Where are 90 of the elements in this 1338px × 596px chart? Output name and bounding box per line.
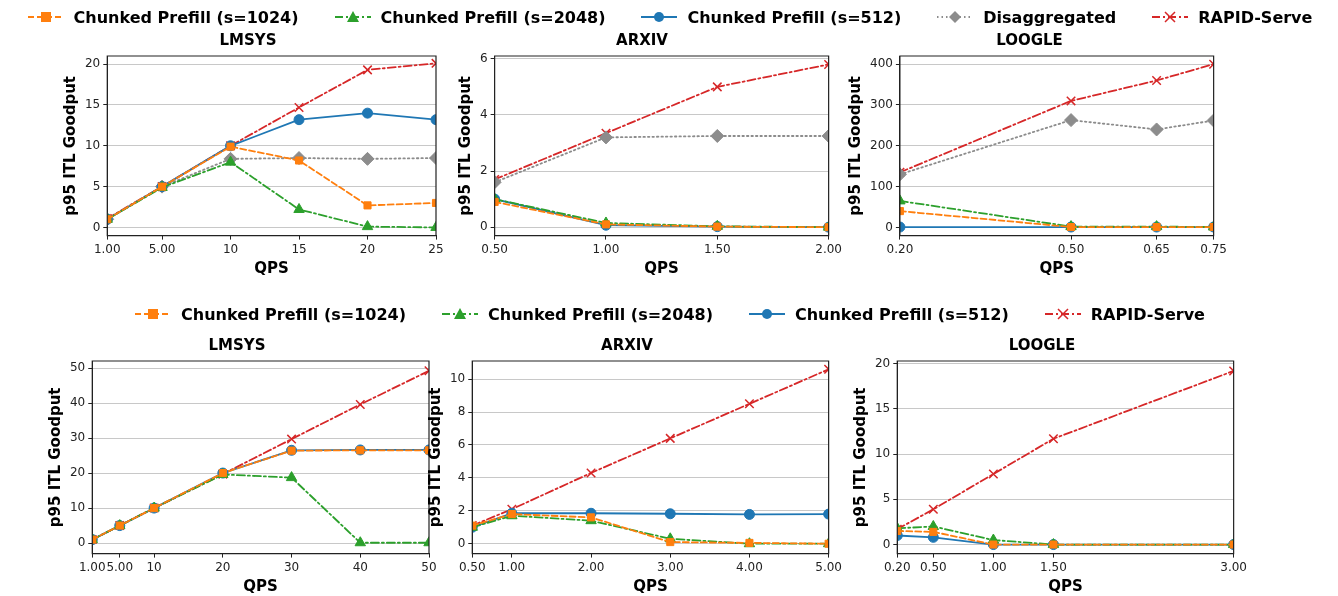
y-axis-title: p95 ITL Goodput <box>845 75 864 216</box>
y-tick-label: 30 <box>69 430 86 445</box>
x-tick-label: 1.00 <box>93 241 121 256</box>
x-tick-label: 0.50 <box>919 559 947 574</box>
y-tick-label: 10 <box>874 446 891 461</box>
y-tick-label: 0 <box>479 219 488 234</box>
y-tick-label: 20 <box>84 56 101 71</box>
x-tick-label: 15 <box>291 241 307 256</box>
x-tick-label: 25 <box>428 241 444 256</box>
legend-label: Chunked Prefill (s=1024) <box>73 7 299 27</box>
legend-label: RAPID-Serve <box>1090 304 1205 324</box>
x-tick-label: 1.50 <box>703 241 731 256</box>
x-axis-title: QPS <box>254 258 289 277</box>
y-axis-title: p95 ITL Goodput <box>60 75 79 216</box>
y-tick-label: 400 <box>870 56 893 71</box>
x-tick-label: 1.00 <box>498 559 526 574</box>
legend-label: Disaggregated <box>983 7 1117 27</box>
y-tick-label: 2 <box>479 163 488 178</box>
y-tick-label: 10 <box>449 371 466 386</box>
x-tick-label: 20 <box>359 241 376 256</box>
x-tick-label: 3.00 <box>1220 559 1247 574</box>
x-tick-label: 5.00 <box>815 559 842 574</box>
x-axis-title: QPS <box>644 258 679 277</box>
x-tick-label: 1.00 <box>592 241 620 256</box>
y-tick-label: 0 <box>77 535 86 550</box>
chart-title: ARXIV <box>601 335 654 354</box>
y-tick-label: 10 <box>84 137 101 152</box>
y-tick-label: 4 <box>479 107 488 122</box>
y-tick-label: 10 <box>69 500 86 515</box>
legend-label: Chunked Prefill (s=512) <box>794 304 1009 324</box>
x-tick-label: 1.50 <box>1040 559 1067 574</box>
y-tick-label: 0 <box>885 219 893 234</box>
y-tick-label: 2 <box>457 502 466 517</box>
y-tick-label: 200 <box>870 137 893 152</box>
chart-title: LOOGLE <box>1008 335 1076 354</box>
x-tick-label: 1.00 <box>980 559 1007 574</box>
x-tick-label: 10 <box>146 559 162 574</box>
y-axis-title: p95 ITL Goodput <box>455 75 474 216</box>
y-tick-label: 100 <box>870 178 893 193</box>
x-tick-label: 3.00 <box>656 559 684 574</box>
legend-label: Chunked Prefill (s=1024) <box>181 304 406 324</box>
x-tick-label: 0.20 <box>883 559 911 574</box>
y-tick-label: 4 <box>457 470 466 484</box>
legend-label: RAPID-Serve <box>1198 7 1313 27</box>
y-tick-label: 6 <box>457 437 466 452</box>
x-axis-title: QPS <box>1048 576 1083 595</box>
chart-title: LMSYS <box>208 335 266 354</box>
y-tick-label: 20 <box>874 355 891 370</box>
legend-label: Chunked Prefill (s=512) <box>687 7 902 27</box>
y-tick-label: 0 <box>457 535 466 550</box>
x-tick-label: 0.50 <box>1057 241 1085 256</box>
x-tick-label: 4.00 <box>736 559 763 574</box>
x-axis-title: QPS <box>1039 258 1075 277</box>
chart-title: LOOGLE <box>996 30 1063 49</box>
x-tick-label: 40 <box>352 559 368 574</box>
x-tick-label: 5.00 <box>106 559 134 574</box>
y-tick-label: 6 <box>479 50 488 65</box>
y-tick-label: 8 <box>457 404 466 419</box>
chart-title: ARXIV <box>616 30 669 49</box>
y-axis-title: p95 ITL Goodput <box>850 387 869 528</box>
y-tick-label: 50 <box>69 360 86 375</box>
y-tick-label: 5 <box>92 178 101 193</box>
x-tick-label: 20 <box>215 559 231 574</box>
y-tick-label: 5 <box>882 491 891 506</box>
x-tick-label: 0.65 <box>1143 241 1170 256</box>
y-tick-label: 20 <box>69 465 86 480</box>
x-axis-title: QPS <box>243 576 278 595</box>
chart-title: LMSYS <box>219 30 277 49</box>
y-axis-title: p95 ITL Goodput <box>425 387 444 528</box>
x-tick-label: 0.20 <box>886 241 914 256</box>
legend-label: Chunked Prefill (s=2048) <box>380 7 606 27</box>
x-tick-label: 0.50 <box>458 559 486 574</box>
x-tick-label: 2.00 <box>815 241 842 256</box>
x-axis-title: QPS <box>633 576 668 595</box>
legend-label: Chunked Prefill (s=2048) <box>488 304 713 324</box>
x-tick-label: 5.00 <box>148 241 176 256</box>
y-tick-label: 300 <box>870 97 893 112</box>
x-tick-label: 0.75 <box>1200 241 1227 256</box>
x-tick-label: 2.00 <box>577 559 605 574</box>
y-tick-label: 40 <box>69 395 86 410</box>
y-tick-label: 15 <box>84 97 101 112</box>
y-tick-label: 0 <box>882 536 891 551</box>
x-tick-label: 50 <box>421 559 437 574</box>
x-tick-label: 1.00 <box>78 559 106 574</box>
y-tick-label: 15 <box>874 401 891 416</box>
y-tick-label: 0 <box>92 219 101 234</box>
x-tick-label: 10 <box>222 241 239 256</box>
y-axis-title: p95 ITL Goodput <box>45 387 64 528</box>
x-tick-label: 30 <box>283 559 300 574</box>
x-tick-label: 0.50 <box>481 241 508 256</box>
